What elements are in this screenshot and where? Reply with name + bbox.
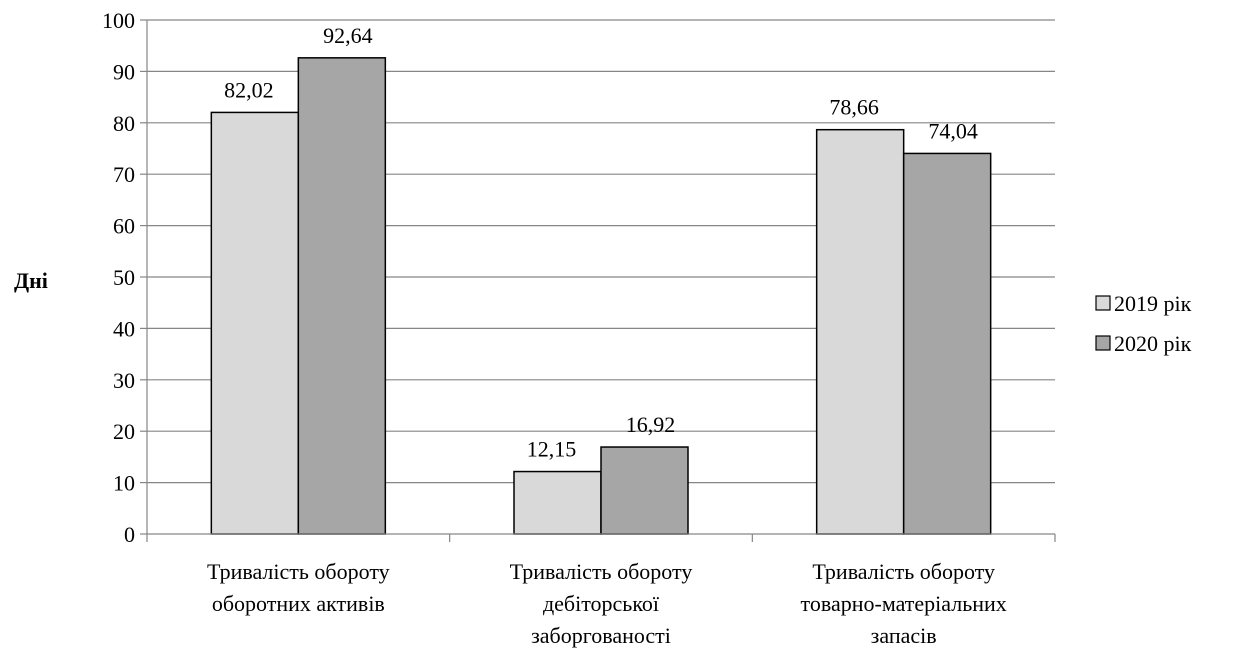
data-labels: 82,02 92,64 12,15 16,92 78,66 74,04 bbox=[224, 23, 978, 462]
x-tick-label: Тривалість обороту bbox=[812, 559, 995, 584]
y-axis-label: Дні bbox=[14, 268, 48, 293]
y-tick-label: 0 bbox=[124, 522, 135, 547]
bars bbox=[210, 57, 992, 535]
x-tick-label: Тривалість обороту bbox=[510, 559, 693, 584]
bar bbox=[902, 152, 992, 535]
data-label: 78,66 bbox=[829, 95, 879, 120]
legend-swatch bbox=[1095, 295, 1111, 311]
bar bbox=[210, 111, 300, 535]
x-tick-label: дебіторської bbox=[543, 591, 660, 616]
x-axis-labels: Тривалість обороту оборотних активів Трива… bbox=[207, 559, 1007, 648]
y-tick-label: 80 bbox=[113, 111, 135, 136]
x-tick-label: запасів bbox=[871, 623, 937, 648]
bar bbox=[815, 128, 905, 535]
y-tick-label: 40 bbox=[113, 316, 135, 341]
data-label: 92,64 bbox=[323, 23, 373, 48]
x-tick-label: оборотних активів bbox=[212, 591, 385, 616]
bar bbox=[297, 57, 387, 535]
y-tick-label: 20 bbox=[113, 419, 135, 444]
y-tick-label: 60 bbox=[113, 214, 135, 239]
y-tick-label: 70 bbox=[113, 162, 135, 187]
data-label: 82,02 bbox=[224, 77, 274, 102]
data-label: 74,04 bbox=[928, 118, 978, 143]
bar bbox=[513, 470, 602, 535]
data-label: 16,92 bbox=[626, 412, 676, 437]
y-tick-label: 30 bbox=[113, 368, 135, 393]
y-tick-label: 100 bbox=[102, 8, 135, 33]
axes bbox=[140, 19, 1056, 542]
legend-swatch bbox=[1095, 335, 1111, 351]
x-tick-label: заборгованості bbox=[531, 623, 671, 648]
y-tick-label: 90 bbox=[113, 59, 135, 84]
legend-label: 2019 рік bbox=[1114, 291, 1192, 316]
legend-label: 2020 рік bbox=[1114, 331, 1192, 356]
bar bbox=[600, 446, 689, 535]
legend: 2019 рік 2020 рік bbox=[1095, 291, 1192, 356]
y-tick-label: 10 bbox=[113, 471, 135, 496]
data-label: 12,15 bbox=[527, 437, 577, 462]
y-axis-ticks: 0 10 20 30 40 50 60 70 80 90 100 bbox=[102, 8, 135, 547]
x-tick-label: Тривалість обороту bbox=[207, 559, 390, 584]
x-tick-label: товарно-матеріальних bbox=[801, 591, 1007, 616]
y-tick-label: 50 bbox=[113, 265, 135, 290]
